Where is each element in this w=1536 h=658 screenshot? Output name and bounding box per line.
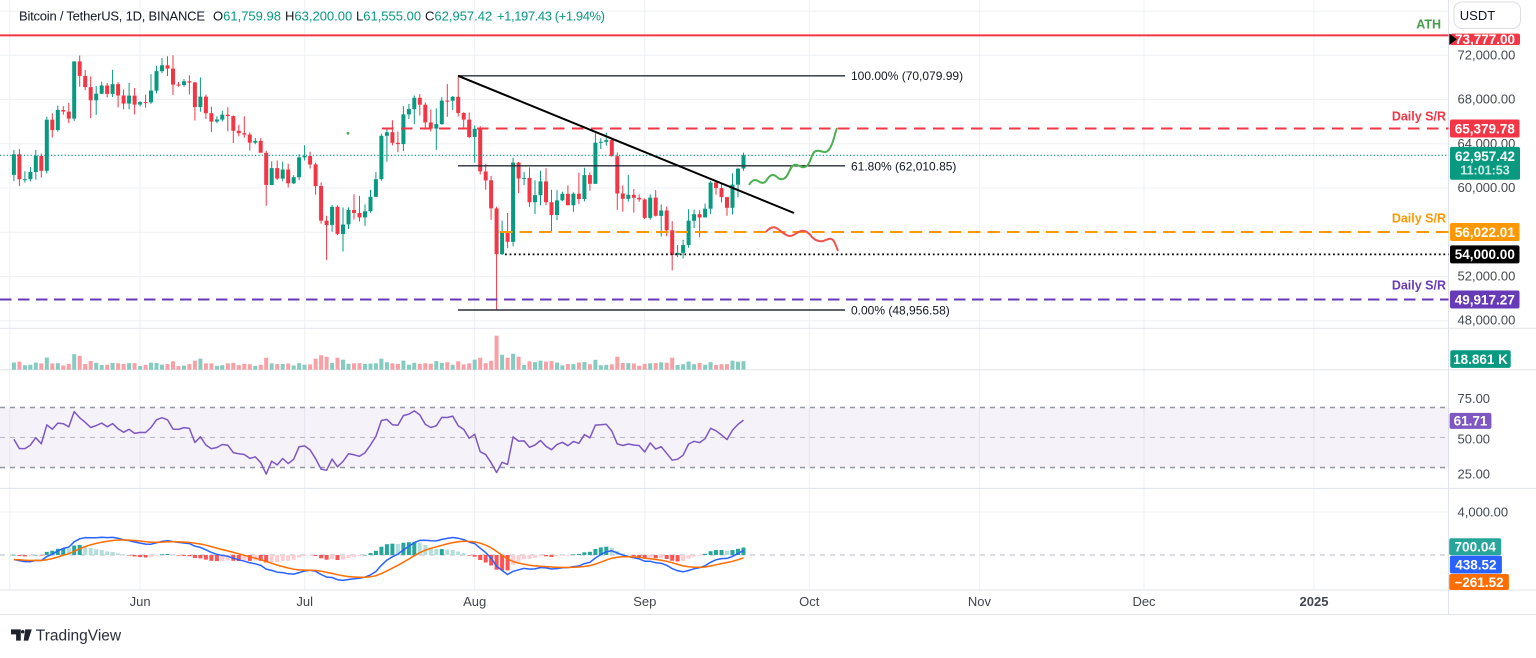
svg-text:61.71: 61.71 (1454, 414, 1488, 429)
svg-text:Nov: Nov (968, 594, 992, 609)
svg-text:TradingView: TradingView (36, 627, 122, 644)
svg-text:72,000.00: 72,000.00 (1458, 47, 1516, 62)
svg-text:75.00: 75.00 (1458, 391, 1491, 406)
svg-text:62,957.42: 62,957.42 (1455, 149, 1515, 164)
svg-text:Daily S/R: Daily S/R (1392, 278, 1446, 292)
svg-text:48,000.00: 48,000.00 (1458, 313, 1516, 328)
svg-text:0.00% (48,956.58): 0.00% (48,956.58) (851, 303, 950, 317)
svg-text:Sep: Sep (633, 594, 656, 609)
svg-text:Dec: Dec (1132, 594, 1156, 609)
svg-text:Daily S/R: Daily S/R (1392, 211, 1446, 225)
svg-text:700.04: 700.04 (1455, 540, 1497, 555)
svg-text:438.52: 438.52 (1455, 557, 1496, 572)
svg-text:54,000.00: 54,000.00 (1455, 247, 1515, 262)
svg-text:25.00: 25.00 (1458, 467, 1491, 482)
svg-text:50.00: 50.00 (1458, 431, 1491, 446)
svg-text:Oct: Oct (799, 594, 820, 609)
svg-text:−261.52: −261.52 (1454, 575, 1503, 590)
svg-text:49,917.27: 49,917.27 (1455, 292, 1515, 307)
svg-text:2025: 2025 (1300, 594, 1329, 609)
svg-text:Jul: Jul (296, 594, 313, 609)
svg-text:Bitcoin / TetherUS, 1D, BINANC: Bitcoin / TetherUS, 1D, BINANCE O61,759.9… (19, 9, 605, 24)
svg-text:52,000.00: 52,000.00 (1458, 269, 1516, 284)
svg-text:65,379.78: 65,379.78 (1455, 121, 1516, 136)
svg-text:100.00% (70,079.99): 100.00% (70,079.99) (851, 69, 963, 83)
svg-text:73,777.00: 73,777.00 (1455, 32, 1515, 47)
svg-text:68,000.00: 68,000.00 (1458, 92, 1516, 107)
svg-text:61.80% (62,010.85): 61.80% (62,010.85) (851, 159, 956, 173)
svg-text:USDT: USDT (1460, 8, 1495, 23)
svg-text:56,022.01: 56,022.01 (1455, 225, 1516, 240)
svg-text:ATH: ATH (1416, 18, 1441, 32)
svg-text:11:01:53: 11:01:53 (1460, 163, 1509, 177)
svg-text:Jun: Jun (130, 594, 151, 609)
svg-text:Aug: Aug (463, 594, 486, 609)
svg-text:4,000.00: 4,000.00 (1458, 505, 1509, 520)
svg-text:60,000.00: 60,000.00 (1458, 180, 1516, 195)
svg-text:Daily S/R: Daily S/R (1392, 109, 1446, 123)
svg-text:18.861 K: 18.861 K (1453, 352, 1508, 367)
